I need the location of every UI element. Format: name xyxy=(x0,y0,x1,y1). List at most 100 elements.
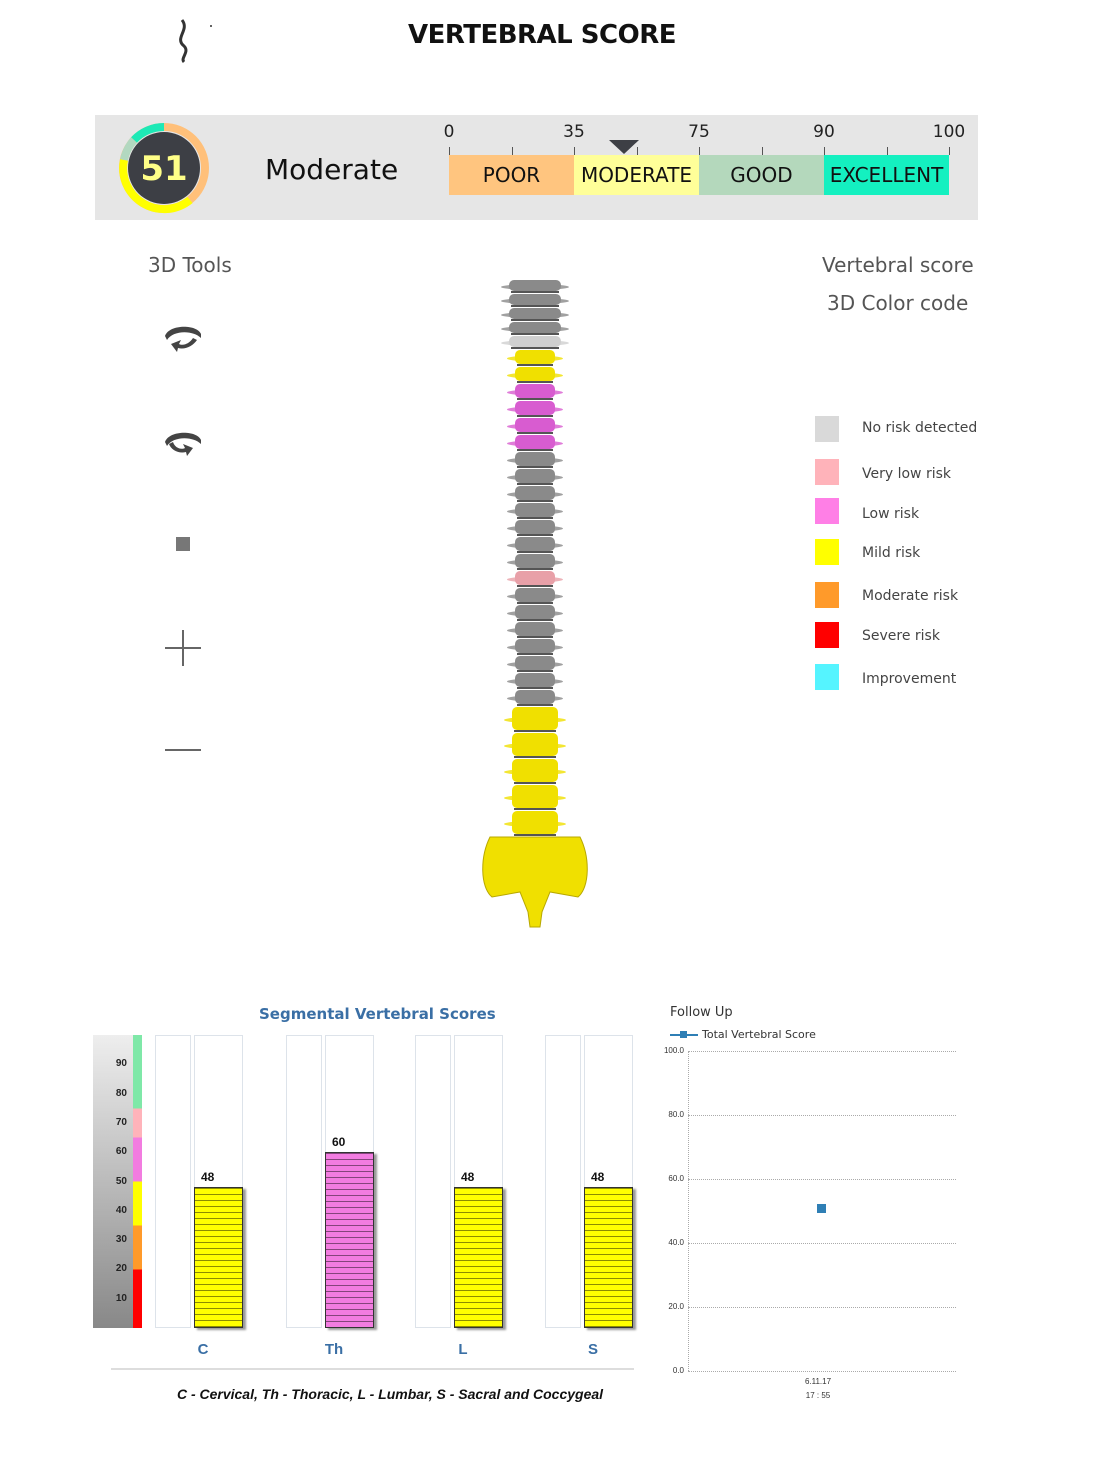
segment-footnote: C - Cervical, Th - Thoracic, L - Lumbar,… xyxy=(176,1386,604,1402)
score-gauge: 51 xyxy=(119,122,209,214)
vertebra[interactable] xyxy=(504,733,566,758)
scale-tick xyxy=(449,147,450,155)
grid-line xyxy=(688,1115,956,1116)
bar-s[interactable] xyxy=(584,1187,633,1328)
vertebra[interactable] xyxy=(504,707,566,732)
vertebra[interactable] xyxy=(507,367,563,383)
vertebra[interactable] xyxy=(501,322,569,335)
stop-square-icon[interactable] xyxy=(176,537,190,551)
zoom-in-plus-icon[interactable] xyxy=(163,628,203,668)
legend-label: Very low risk xyxy=(862,466,951,482)
segment-axis-panel xyxy=(93,1035,133,1328)
vertebra[interactable] xyxy=(507,435,563,451)
legend-label: Severe risk xyxy=(862,628,940,644)
data-point[interactable] xyxy=(817,1203,826,1213)
vertebra[interactable] xyxy=(504,785,566,810)
vertebra[interactable] xyxy=(507,622,563,638)
scale-segment-poor: POOR xyxy=(449,155,574,195)
scale-tick-label: 75 xyxy=(688,122,710,142)
grid-line xyxy=(688,1371,956,1372)
vertebra[interactable] xyxy=(507,673,563,689)
x-tick-time: 17 : 55 xyxy=(805,1391,831,1400)
bar-l[interactable] xyxy=(454,1187,503,1328)
vertebra[interactable] xyxy=(507,656,563,672)
grid-line xyxy=(688,1243,956,1244)
vertebra[interactable] xyxy=(507,401,563,417)
segment-chart-title: Segmental Vertebral Scores xyxy=(259,1005,496,1023)
y-tick-label: 20 xyxy=(115,1263,127,1275)
y-tick-label: 40 xyxy=(115,1204,127,1216)
bar-value-label: 48 xyxy=(461,1170,475,1185)
vertebra[interactable] xyxy=(504,759,566,784)
bar-value-label: 48 xyxy=(591,1170,605,1185)
vertebra[interactable] xyxy=(507,503,563,519)
y-tick-label: 80 xyxy=(115,1087,127,1099)
legend-label: Improvement xyxy=(862,671,957,687)
vertebra[interactable] xyxy=(501,308,569,321)
vertebra[interactable] xyxy=(507,639,563,655)
scale-tick xyxy=(699,147,700,155)
vertebra[interactable] xyxy=(507,452,563,468)
legend-subtitle: 3D Color code xyxy=(827,291,969,315)
grid-line xyxy=(688,1179,956,1180)
empty-slot xyxy=(286,1035,322,1328)
spine-logo-icon xyxy=(179,19,212,64)
y-tick-label: 60 xyxy=(115,1146,127,1158)
y-tick-label: 70 xyxy=(115,1116,127,1128)
page-title: VERTEBRAL SCORE xyxy=(407,20,677,50)
legend-swatch xyxy=(815,416,839,442)
vertebra[interactable] xyxy=(507,384,563,400)
y-tick-label: 20.0 xyxy=(668,1302,684,1311)
y-tick-label: 50 xyxy=(115,1175,127,1187)
vertebra[interactable] xyxy=(507,418,563,434)
category-label: C xyxy=(197,1341,209,1358)
spine-3d-model[interactable] xyxy=(470,270,600,930)
bar-c[interactable] xyxy=(194,1187,243,1328)
legend-swatch xyxy=(815,459,839,485)
rotate-right-icon[interactable] xyxy=(163,420,203,460)
grid-line xyxy=(688,1307,956,1308)
vertebra[interactable] xyxy=(507,571,563,587)
vertebra[interactable] xyxy=(507,605,563,621)
vertebra[interactable] xyxy=(507,520,563,536)
vertebra[interactable] xyxy=(507,486,563,502)
zoom-out-minus-icon[interactable] xyxy=(163,730,203,770)
vertebra[interactable] xyxy=(507,554,563,570)
y-tick-label: 10 xyxy=(115,1292,127,1304)
scale-tick xyxy=(949,147,950,155)
scale-tick xyxy=(574,147,575,155)
vertebra[interactable] xyxy=(501,336,569,349)
legend-label: Low risk xyxy=(862,506,920,522)
vertebra[interactable] xyxy=(501,280,569,293)
scale-tick xyxy=(886,147,888,155)
vertebra[interactable] xyxy=(501,294,569,307)
legend-swatch xyxy=(815,664,839,690)
bar-value-label: 48 xyxy=(201,1170,215,1185)
scale-tick-label: 0 xyxy=(443,122,455,142)
empty-slot xyxy=(415,1035,451,1328)
rotate-left-icon[interactable] xyxy=(163,318,203,358)
vertebra[interactable] xyxy=(507,588,563,604)
bar-th[interactable] xyxy=(325,1152,374,1328)
vertebra[interactable] xyxy=(507,690,563,706)
vertebra[interactable] xyxy=(507,469,563,485)
category-label: L xyxy=(458,1341,468,1358)
empty-slot xyxy=(545,1035,581,1328)
followup-title: Follow Up xyxy=(670,1005,733,1020)
vertebra[interactable] xyxy=(507,537,563,553)
divider xyxy=(111,1368,634,1370)
category-label: S xyxy=(587,1341,599,1358)
vertebra[interactable] xyxy=(504,811,566,836)
scale-tick xyxy=(511,147,513,155)
vertebra[interactable] xyxy=(507,350,563,366)
risk-color-strip xyxy=(133,1035,142,1328)
scale-tick xyxy=(761,147,763,155)
sacrum[interactable] xyxy=(482,836,588,928)
x-tick-label: 6.11.17 xyxy=(804,1377,832,1386)
score-value: 51 xyxy=(140,149,187,189)
tools-title: 3D Tools xyxy=(148,253,232,277)
empty-slot xyxy=(155,1035,191,1328)
legend-line-icon xyxy=(670,1031,698,1038)
y-tick-label: 60.0 xyxy=(668,1174,684,1183)
legend-label: Moderate risk xyxy=(862,588,959,604)
